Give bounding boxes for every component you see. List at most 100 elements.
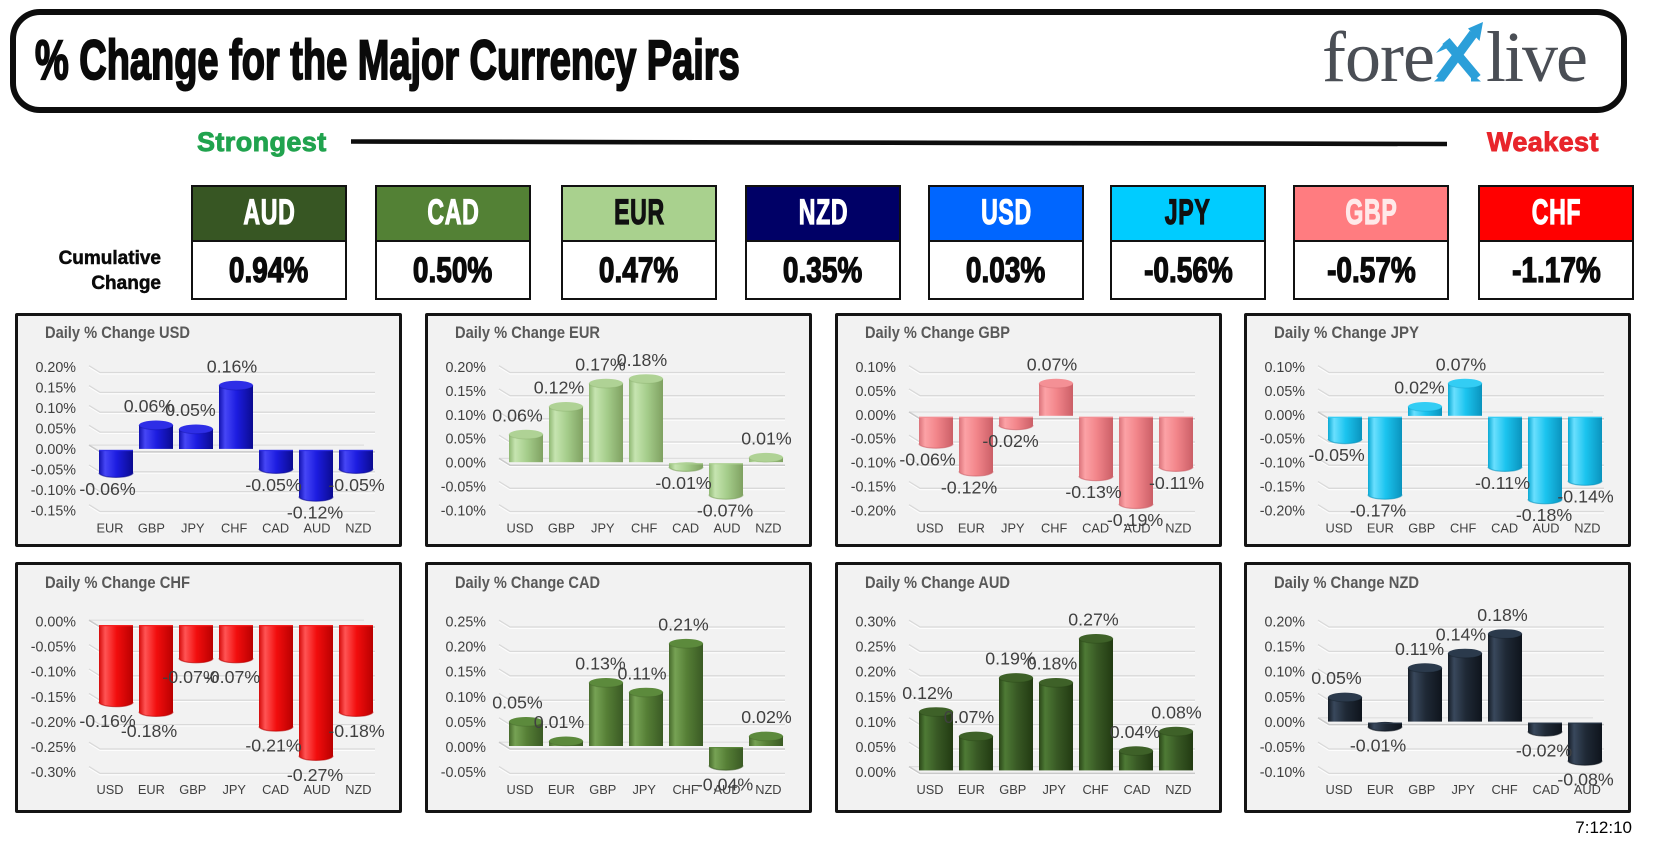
svg-text:-0.01%: -0.01% [655,473,712,493]
svg-text:0.04%: 0.04% [1110,722,1161,742]
svg-text:-0.06%: -0.06% [899,450,956,470]
svg-text:0.21%: 0.21% [658,615,709,635]
svg-text:EUR: EUR [1367,782,1394,797]
svg-text:CHF: CHF [672,782,698,797]
svg-text:0.20%: 0.20% [445,360,486,376]
svg-text:Daily % Change CAD: Daily % Change CAD [455,573,600,592]
svg-text:CHF: CHF [1082,782,1108,797]
svg-text:JPY: JPY [222,782,246,797]
svg-text:0.25%: 0.25% [855,640,896,656]
svg-text:0.11%: 0.11% [617,663,666,683]
svg-text:JPY: JPY [1001,521,1025,536]
svg-text:CAD: CAD [1123,782,1150,797]
svg-text:CAD: CAD [1082,521,1109,536]
svg-text:0.12%: 0.12% [902,683,953,703]
svg-text:0.10%: 0.10% [1264,665,1305,681]
svg-text:0.10%: 0.10% [35,401,76,417]
svg-text:CHF: CHF [221,521,247,536]
svg-text:GBP: GBP [548,521,575,536]
svg-text:-0.10%: -0.10% [441,503,487,519]
svg-text:-0.07%: -0.07% [162,667,219,687]
svg-text:-0.05%: -0.05% [31,640,77,656]
svg-text:-0.07%: -0.07% [204,667,261,687]
svg-text:0.30%: 0.30% [855,615,896,631]
svg-text:USD: USD [1325,521,1352,536]
svg-text:CAD: CAD [262,782,289,797]
svg-text:0.00%: 0.00% [1264,715,1305,731]
svg-text:0.20%: 0.20% [855,665,896,681]
svg-text:0.05%: 0.05% [445,715,486,731]
svg-text:NZD: NZD [1574,521,1600,536]
svg-text:AUD: AUD [1123,521,1150,536]
svg-text:-0.02%: -0.02% [1516,740,1573,760]
svg-text:Daily % Change CHF: Daily % Change CHF [45,573,190,592]
svg-text:USD: USD [506,782,533,797]
svg-text:0.11%: 0.11% [1395,639,1444,659]
svg-text:-0.04%: -0.04% [697,775,754,795]
svg-text:CAD: CAD [1491,521,1518,536]
svg-text:0.05%: 0.05% [165,400,216,420]
svg-text:-0.08%: -0.08% [1557,770,1614,790]
svg-text:0.20%: 0.20% [35,360,76,376]
svg-text:-0.11%: -0.11% [1475,473,1530,493]
svg-text:CAD: CAD [1532,782,1559,797]
svg-text:-0.05%: -0.05% [245,475,302,495]
svg-text:-0.18%: -0.18% [328,721,385,741]
svg-text:USD: USD [916,521,943,536]
svg-text:-0.12%: -0.12% [287,503,344,523]
svg-text:0.00%: 0.00% [35,615,76,631]
svg-text:-0.16%: -0.16% [79,711,136,731]
svg-text:0.10%: 0.10% [855,360,896,376]
svg-text:0.05%: 0.05% [1311,668,1362,688]
svg-text:-0.20%: -0.20% [1260,503,1306,519]
svg-text:USD: USD [1325,782,1352,797]
svg-text:0.00%: 0.00% [445,456,486,472]
svg-text:0.05%: 0.05% [492,693,543,713]
svg-text:-0.05%: -0.05% [1308,445,1365,465]
svg-text:CHF: CHF [1041,521,1067,536]
svg-text:0.02%: 0.02% [741,707,792,727]
svg-text:-0.15%: -0.15% [851,479,897,495]
svg-text:-0.06%: -0.06% [79,479,136,499]
svg-text:JPY: JPY [1042,782,1066,797]
svg-text:0.15%: 0.15% [35,381,76,397]
svg-text:AUD: AUD [303,521,330,536]
svg-text:0.25%: 0.25% [445,615,486,631]
svg-text:NZD: NZD [345,521,371,536]
svg-text:GBP: GBP [1408,521,1435,536]
svg-text:Daily % Change GBP: Daily % Change GBP [865,323,1010,342]
svg-text:0.07%: 0.07% [1027,354,1078,374]
svg-text:-0.15%: -0.15% [1260,479,1306,495]
svg-text:JPY: JPY [181,521,205,536]
svg-text:NZD: NZD [1165,521,1191,536]
svg-text:0.15%: 0.15% [1264,640,1305,656]
svg-text:0.05%: 0.05% [35,421,76,437]
svg-text:CHF: CHF [631,521,657,536]
svg-text:0.10%: 0.10% [445,690,486,706]
svg-text:-0.25%: -0.25% [31,740,77,756]
svg-text:-0.05%: -0.05% [31,462,77,478]
svg-text:Daily % Change JPY: Daily % Change JPY [1274,323,1420,342]
svg-text:-0.10%: -0.10% [1260,456,1306,472]
svg-text:0.27%: 0.27% [1068,610,1119,630]
svg-text:EUR: EUR [96,521,123,536]
svg-text:0.10%: 0.10% [855,715,896,731]
svg-text:0.00%: 0.00% [855,765,896,781]
svg-text:0.05%: 0.05% [1264,690,1305,706]
svg-text:-0.21%: -0.21% [245,736,302,756]
svg-text:0.01%: 0.01% [741,429,792,449]
svg-text:Daily % Change USD: Daily % Change USD [45,323,190,342]
svg-text:EUR: EUR [138,782,165,797]
svg-text:-0.01%: -0.01% [1350,736,1407,756]
svg-text:-0.15%: -0.15% [31,503,77,519]
svg-text:JPY: JPY [1451,782,1475,797]
svg-text:-0.13%: -0.13% [1065,482,1122,502]
svg-text:USD: USD [506,521,533,536]
svg-text:0.10%: 0.10% [445,408,486,424]
svg-text:AUD: AUD [303,782,330,797]
svg-text:0.14%: 0.14% [1436,624,1487,644]
svg-text:GBP: GBP [999,782,1026,797]
svg-text:0.05%: 0.05% [445,432,486,448]
svg-text:0.06%: 0.06% [492,405,543,425]
svg-text:GBP: GBP [589,782,616,797]
